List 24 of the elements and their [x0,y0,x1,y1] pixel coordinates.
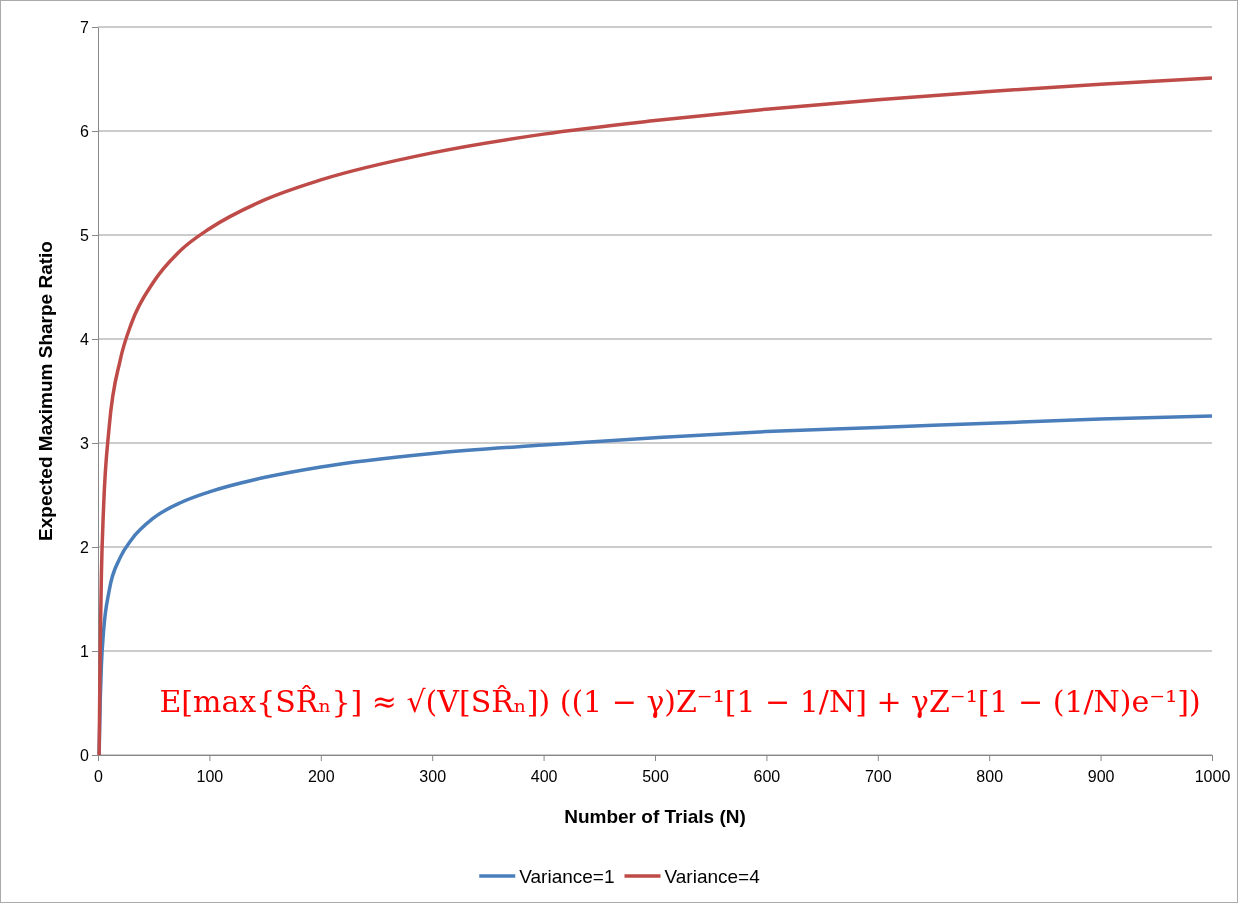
x-tick-label: 1000 [1194,767,1231,785]
x-tick-label: 500 [642,767,669,785]
x-tick-label: 600 [753,767,781,785]
x-tick-label: 100 [196,767,224,785]
annotation: E[max{SR̂ₙ}] ≈ √(V[SR̂ₙ]) ((1 − γ)Z⁻¹[1 − 1/N] + γZ⁻¹[1 − (1/N)e⁻¹]) [159,684,1201,719]
x-tick-label: 700 [864,767,892,785]
y-tick-label: 0 [80,746,90,764]
legend-label: Variance=4 [664,865,761,887]
x-tick-label: 900 [1087,767,1115,785]
x-tick-label: 300 [419,767,447,785]
x-axis-title: Number of Trials (N) [564,806,746,827]
y-tick-label: 7 [80,18,90,36]
x-tick-label: 400 [530,767,558,785]
y-tick-label: 4 [80,330,90,348]
x-tick-label: 800 [976,767,1004,785]
legend-label: Variance=1 [519,865,615,887]
y-tick-label: 2 [80,538,90,556]
x-tick-label: 0 [94,767,104,785]
y-axis-title: Expected Maximum Sharpe Ratio [35,241,56,541]
y-tick-label: 1 [80,642,90,660]
x-tick-label: 200 [307,767,335,785]
y-tick-label: 6 [80,122,90,140]
y-tick-label: 3 [80,434,90,452]
y-tick-label: 5 [80,226,90,244]
